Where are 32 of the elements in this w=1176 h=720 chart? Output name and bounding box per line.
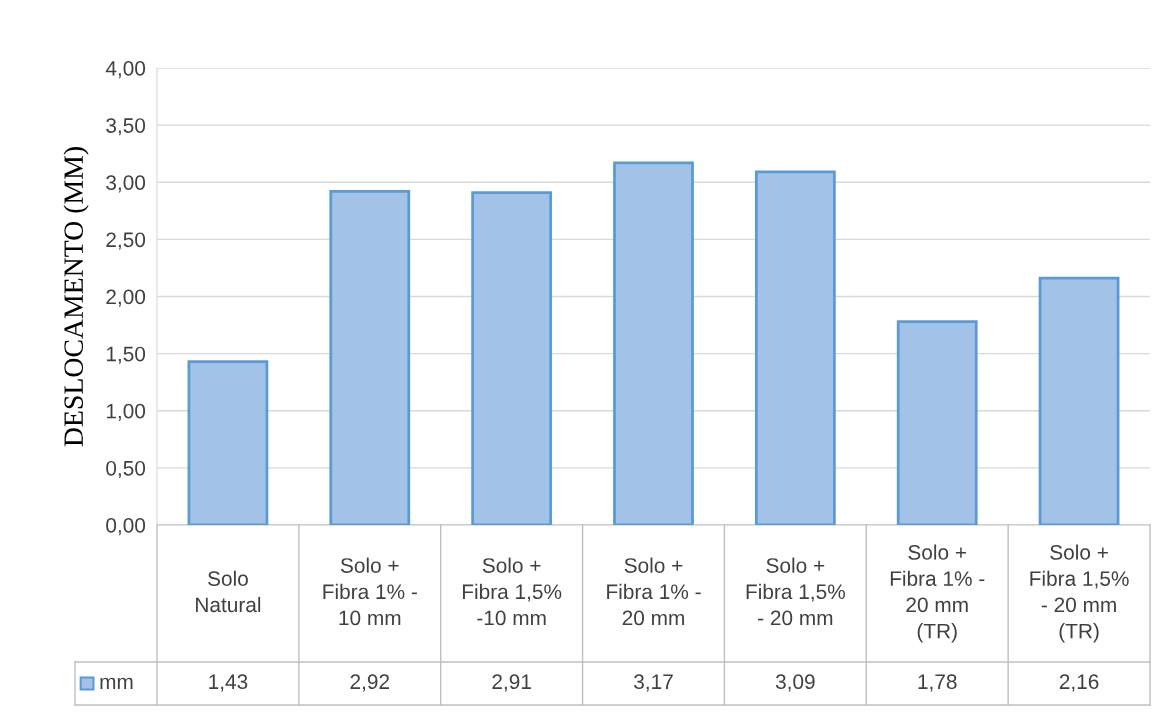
bar — [896, 320, 978, 525]
x-tick-label: Solo + Fibra 1,5% - 20 mm (TR) — [1030, 544, 1129, 643]
x-tick-label: Solo + Fibra 1,5% -10 mm — [462, 557, 562, 626]
data-label: 1,78 — [918, 674, 957, 692]
data-label: 3,09 — [775, 674, 815, 692]
bar — [613, 161, 694, 525]
data-label: 3,17 — [634, 674, 673, 692]
y-axis-title: DESLOCAMENTO (MM) — [63, 147, 89, 447]
y-tick-label: 2,00 — [106, 289, 146, 307]
legend-label: mm — [100, 677, 133, 689]
y-tick-label: 0,00 — [106, 518, 146, 536]
y-tick-label: 1,00 — [106, 403, 146, 421]
x-tick-label: Solo + Fibra 1% - 20 mm (TR) — [890, 544, 985, 643]
x-tick-label: Solo Natural — [196, 570, 261, 613]
y-tick-label: 2,50 — [106, 232, 146, 250]
bar — [471, 191, 553, 525]
data-label: 1,43 — [209, 674, 248, 692]
data-label: 2,16 — [1059, 674, 1099, 692]
y-tick-label: 4,00 — [105, 61, 146, 79]
x-tick-label: Solo + Fibra 1% - 20 mm — [607, 557, 701, 626]
x-tick-label: Solo + Fibra 1% - 10 mm — [323, 557, 417, 626]
data-label: 2,92 — [350, 674, 390, 692]
bar — [1038, 276, 1120, 525]
bar — [754, 170, 836, 525]
x-tick-label: Solo + Fibra 1,5% - 20 mm — [746, 557, 845, 626]
data-label: 2,91 — [492, 674, 531, 692]
bar — [329, 190, 411, 525]
y-tick-label: 3,50 — [106, 118, 146, 136]
bar — [187, 360, 269, 525]
y-tick-label: 1,50 — [106, 346, 146, 364]
y-tick-label: 3,00 — [106, 175, 146, 193]
y-tick-label: 0,50 — [106, 460, 146, 479]
